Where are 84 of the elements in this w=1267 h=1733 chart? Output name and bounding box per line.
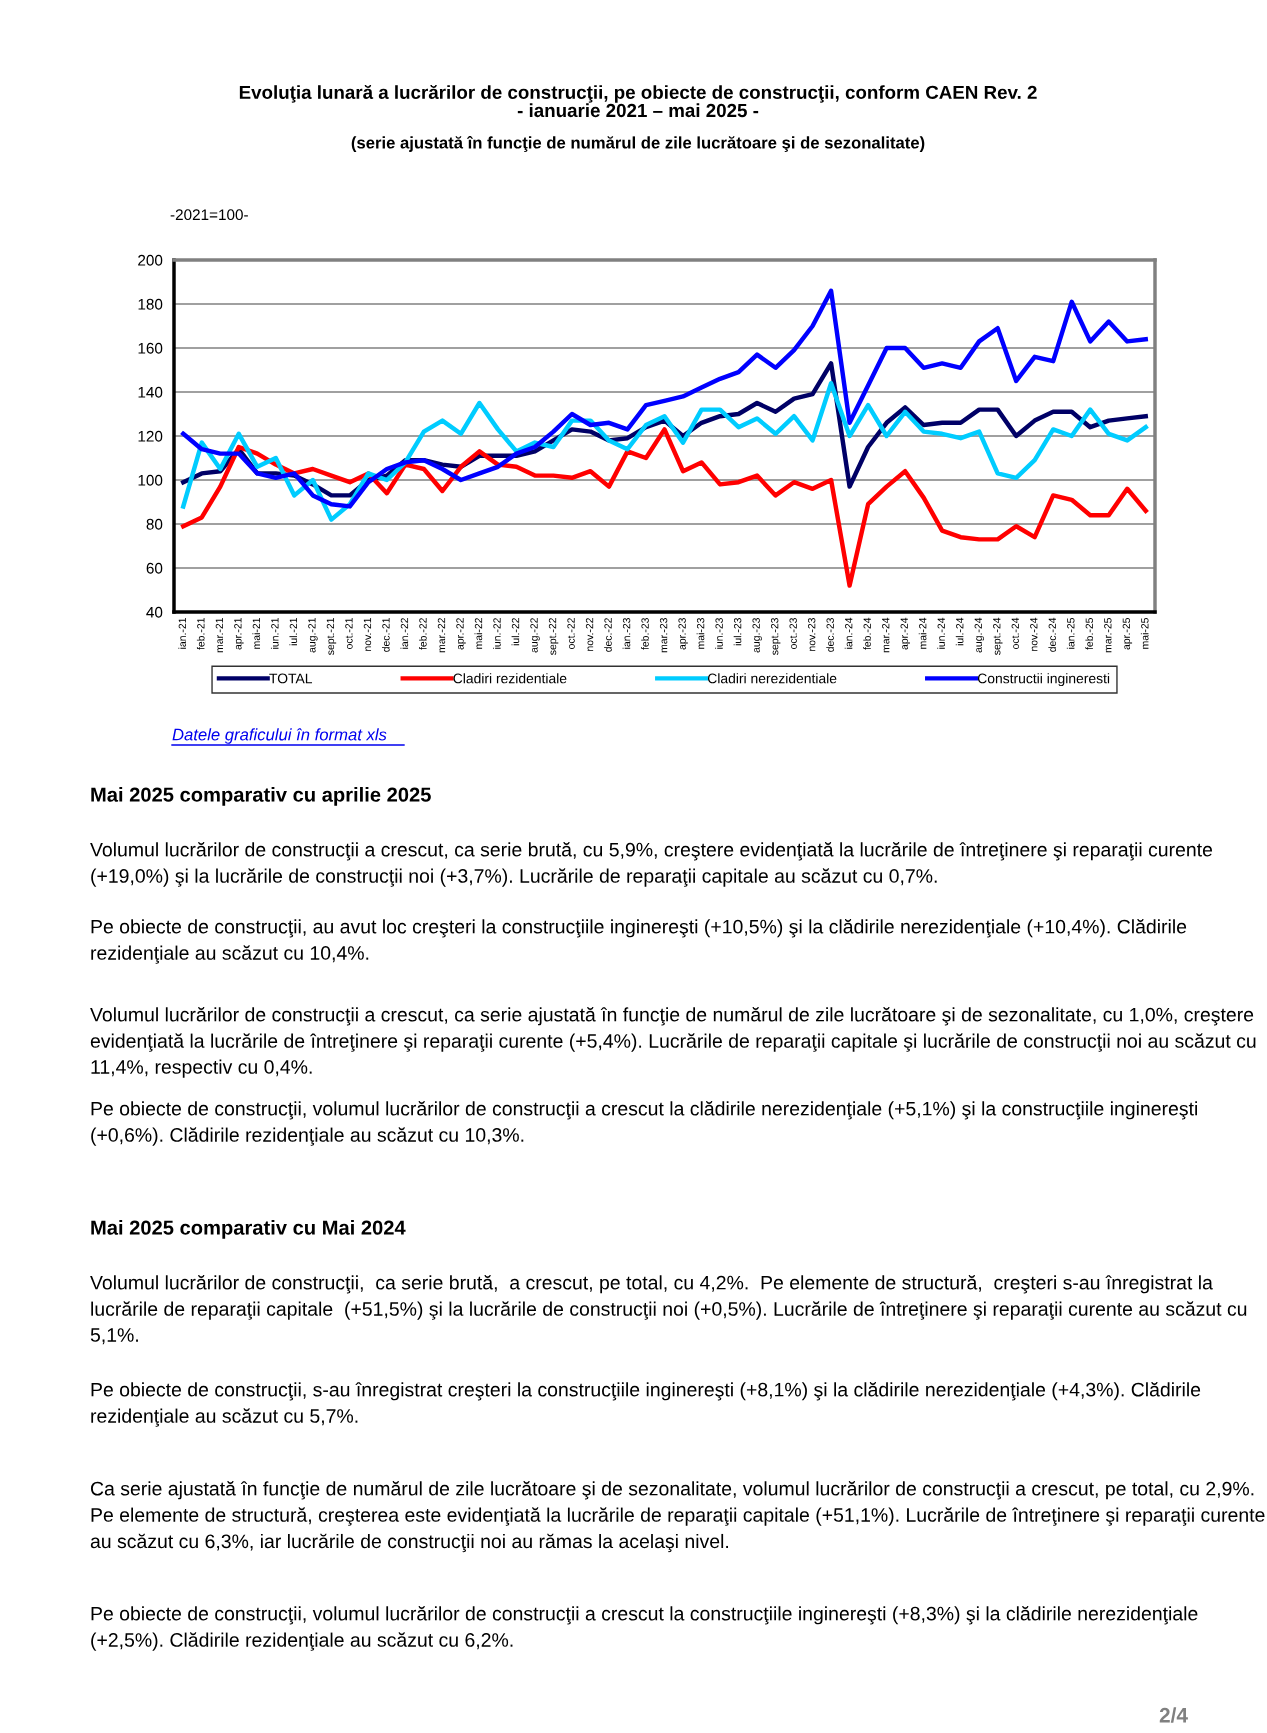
x-tick-label: ian.-22: [400, 618, 409, 649]
x-tick-label: aug.-24: [974, 617, 985, 653]
text: Mai 2025 comparativ cu aprilie 2025: [91, 787, 431, 806]
x-tick-label: oct.-22: [567, 618, 575, 649]
x-tick-label: ian.-25: [1066, 617, 1075, 649]
x-tick-label: mar.-23: [659, 618, 668, 653]
x-tick-label: iul.-22: [511, 618, 520, 646]
x-tick-label: nov.-23: [808, 618, 816, 651]
text: Volumul lucrărilor de construcţii a crescut, ca serie ajustată în funcţie de numărul de zile lucrătoare şi de sezonalitate, cu 1,0%, creştere evidenţiată la lucrările de întreţinere şi reparaţii curente (+5,4%). Lucrările de reparaţii capitale şi lucrările de construcţii noi au scăzut cu 11,4%, respectiv cu 0,4%.: [90, 1007, 1256, 1078]
text: 2/4: [1159, 1707, 1188, 1723]
text: Volumul lucrărilor de construcţii, ca serie brută, a crescut, pe total, cu 4,2%. Pe elemente de structură, creşteri s-au înregistrat la lucrările de reparaţii capitale (+51,5%) şi la lucrările de construcţii noi (+0,5%). Lucrările de întreţinere şi reparaţii curente au scăzut cu 5,1%.: [90, 1275, 1247, 1345]
x-tick-label: dec.-22: [604, 618, 612, 652]
x-tick-label: iul.-23: [733, 618, 742, 646]
line-series: [181, 380, 1148, 522]
x-tick-label: sept.-21: [326, 618, 337, 655]
x-tick-label: apr.-24: [900, 617, 910, 650]
x-tick-label: mar.-25: [1104, 617, 1112, 653]
x-tick-label: mai-22: [474, 618, 483, 649]
x-tick-label: mar.-21: [215, 618, 224, 653]
line-series: [181, 427, 1148, 588]
x-tick-label: sept.-22: [548, 618, 559, 655]
x-tick-label: sept.-24: [993, 617, 1003, 655]
line-series: [181, 288, 1148, 509]
legend-label: Cladiri rezidentiale: [453, 673, 567, 684]
y-tick-label: 180: [138, 298, 163, 310]
legend-label: Constructii ingineresti: [977, 673, 1110, 687]
text: Pe obiecte de construcţii, volumul lucrărilor de construcţii a crescut la construcţiile inginereşti (+8,3%) şi la clădirile nerezidenţiale (+2,5%). Clădirile rezidenţiale au scăzut cu 6,2%.: [91, 1606, 1198, 1651]
x-tick-label: mai-25: [1140, 617, 1149, 649]
x-tick-label: iun.-21: [270, 618, 279, 649]
x-tick-label: apr.-23: [678, 618, 688, 650]
text: Mai 2025 comparativ cu Mai 2024: [91, 1220, 406, 1239]
chart-title: Evoluţia lunară a lucrărilor de construcţii, pe obiecte de construcţii, conform CAEN Rev. 2 - ianuarie 2021 – mai 2025 -: [239, 85, 1037, 118]
x-tick-label: apr.-21: [234, 618, 244, 650]
x-tick-label: mai-24: [918, 617, 927, 649]
x-tick-label: feb.-22: [419, 618, 427, 650]
text: Ca serie ajustată în funcţie de numărul de zile lucrătoare şi de sezonalitate, volumul lucrărilor de construcţii a crescut, pe total, cu 2,9%. Pe elemente de structură, creşterea este evidenţiată la lucrările de reparaţii capitale (+51,1%). Lucrările de întreţinere şi reparaţii curente au scăzut cu 6,3%, iar lucrările de construcţii noi au rămas la acelaşi nivel.: [90, 1481, 1265, 1553]
y-tick-label: 100: [138, 474, 163, 486]
x-tick-label: iul.-24: [955, 617, 964, 646]
x-tick-label: ian.-21: [178, 618, 187, 649]
x-tick-label: aug.-22: [530, 618, 540, 653]
x-tick-label: dec.-23: [826, 618, 834, 652]
x-tick-label: oct.-21: [345, 618, 353, 649]
text: Volumul lucrărilor de construcţii a crescut, ca serie brută, cu 5,9%, creştere evidenţiată la lucrările de întreţinere şi reparaţii curente (+19,0%) şi la lucrările de construcţii noi (+3,7%). Lucrările de reparaţii capitale au scăzut cu 0,7%.: [90, 842, 1213, 887]
x-tick-label: mai-23: [696, 618, 705, 649]
x-tick-label: iun.-24: [937, 617, 945, 649]
x-tick-label: apr.-22: [456, 618, 466, 650]
y-tick-label: 200: [138, 254, 163, 266]
x-tick-label: apr.-25: [1122, 617, 1133, 650]
x-tick-label: feb.-24: [863, 617, 871, 650]
x-tick-label: oct.-24: [1011, 617, 1019, 649]
y-tick-label: 40: [146, 606, 163, 618]
x-tick-label: mai-21: [252, 618, 261, 649]
y-tick-label: 80: [146, 518, 163, 530]
y-tick-label: 160: [138, 342, 163, 354]
text: Datele graficului în format xls: [172, 728, 387, 744]
legend-label: TOTAL: [269, 673, 313, 684]
x-tick-label: mar.-22: [437, 618, 446, 653]
x-tick-label: dec.-21: [382, 618, 390, 652]
x-tick-label: nov.-21: [363, 618, 372, 651]
x-tick-label: mar.-24: [882, 617, 890, 653]
chart-subtitle: (serie ajustată în funcţie de numărul de zile lucrătoare şi de sezonalitate): [351, 136, 925, 152]
text: Pe obiecte de construcţii, au avut loc creşteri la construcţiile inginereşti (+10,5%) şi la clădirile nerezidenţiale (+10,4%). Clădirile rezidenţiale au scăzut cu 10,4%.: [91, 919, 1187, 964]
x-tick-label: feb.-21: [196, 618, 205, 650]
x-tick-label: feb.-25: [1085, 617, 1094, 650]
text: Pe obiecte de construcţii, s-au înregistrat creşteri la construcţiile inginereşti (+8,1%) şi la clădirile nerezidenţiale (+4,3%). Clădirile rezidenţiale au scăzut cu 5,7%.: [91, 1382, 1201, 1427]
x-tick-label: dec.-24: [1048, 617, 1056, 652]
x-tick-label: iul.-21: [289, 618, 298, 646]
x-tick-label: ian.-24: [844, 617, 853, 649]
x-tick-label: iun.-23: [715, 618, 723, 649]
y-tick-label: 120: [138, 430, 163, 442]
x-tick-label: aug.-21: [308, 618, 318, 653]
y-tick-label: 60: [146, 562, 163, 574]
legend-label: Cladiri nerezidentiale: [707, 673, 837, 684]
x-tick-label: ian.-23: [622, 618, 631, 649]
x-tick-label: nov.-22: [585, 618, 594, 651]
x-tick-label: aug.-23: [752, 618, 762, 653]
y-tick-label: 140: [138, 386, 163, 398]
x-tick-label: nov.-24: [1030, 617, 1038, 651]
x-tick-label: sept.-23: [770, 618, 781, 655]
text: -2021=100-: [170, 209, 248, 221]
x-tick-label: oct.-23: [789, 618, 797, 649]
x-tick-label: feb.-23: [641, 618, 649, 650]
text: Pe obiecte de construcţii, volumul lucrărilor de construcţii a crescut la clădirile nerezidenţiale (+5,1%) şi la construcţiile inginereşti (+0,6%). Clădirile rezidenţiale au scăzut cu 10,3%.: [91, 1101, 1197, 1146]
x-tick-label: iun.-22: [493, 618, 501, 649]
